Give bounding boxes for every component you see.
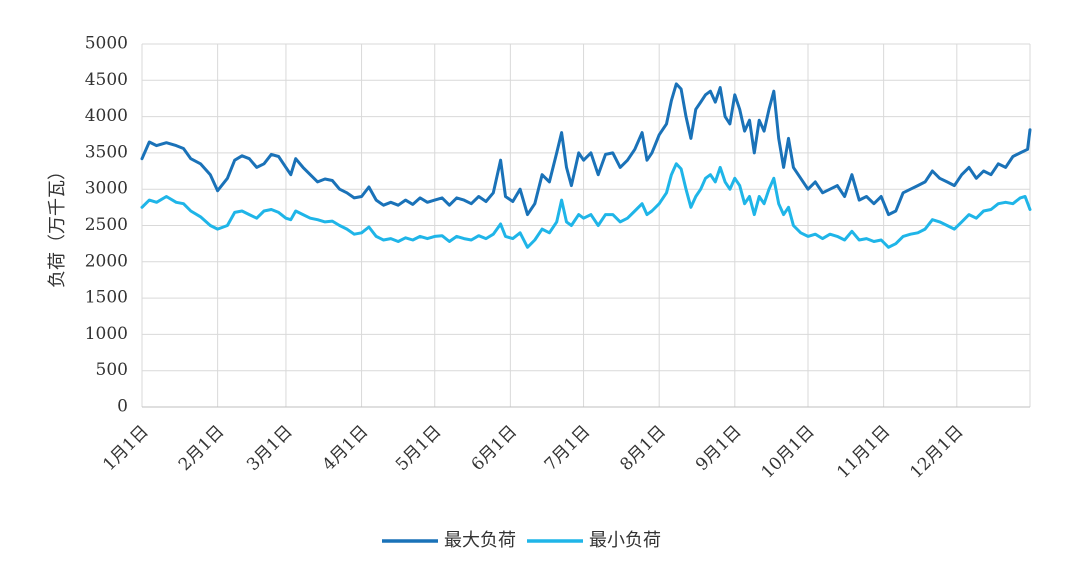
- x-tick-label: 10月1日: [758, 422, 819, 483]
- x-tick-label: 12月1日: [906, 422, 967, 483]
- y-tick-label: 1000: [85, 324, 128, 344]
- series-1: [140, 82, 1032, 217]
- y-tick-label: 1500: [85, 288, 128, 308]
- series-layer: [140, 82, 1032, 249]
- x-tick-label: 8月1日: [616, 422, 669, 475]
- legend: 最大负荷 最小负荷: [382, 530, 661, 551]
- series-line: [140, 162, 1032, 249]
- legend-item: 最小负荷: [527, 530, 661, 551]
- y-tick-label: 2500: [85, 215, 128, 235]
- y-tick-label: 4000: [85, 106, 128, 126]
- x-tick-label: 11月1日: [833, 422, 894, 483]
- legend-label: 最小负荷: [589, 530, 661, 551]
- x-tick-label: 6月1日: [468, 422, 521, 475]
- y-tick-label: 3000: [85, 179, 128, 199]
- series-2: [140, 162, 1032, 249]
- y-tick-label: 0: [117, 397, 128, 417]
- y-tick-label: 4500: [85, 70, 128, 90]
- x-tick-label: 9月1日: [692, 422, 745, 475]
- series-line: [140, 82, 1032, 217]
- x-tick-label: 7月1日: [541, 422, 594, 475]
- x-tick-label: 5月1日: [392, 422, 445, 475]
- y-tick-label: 500: [96, 360, 128, 380]
- x-tick-label: 3月1日: [243, 422, 296, 475]
- x-tick-label: 2月1日: [175, 422, 228, 475]
- x-tick-label: 4月1日: [319, 422, 372, 475]
- legend-label: 最大负荷: [444, 530, 516, 551]
- x-tick-label: 1月1日: [99, 422, 152, 475]
- axis-layer: 0 500 1000 1500 2000 2500 3000 3500 4000 4500 5000…: [85, 34, 1030, 483]
- y-tick-label: 3500: [85, 142, 128, 162]
- y-axis-label: 负荷（万千瓦）: [47, 162, 68, 288]
- y-tick-label: 2000: [85, 251, 128, 271]
- grid-layer: [141, 43, 1031, 408]
- y-tick-label: 5000: [85, 34, 128, 54]
- legend-item: 最大负荷: [382, 530, 516, 551]
